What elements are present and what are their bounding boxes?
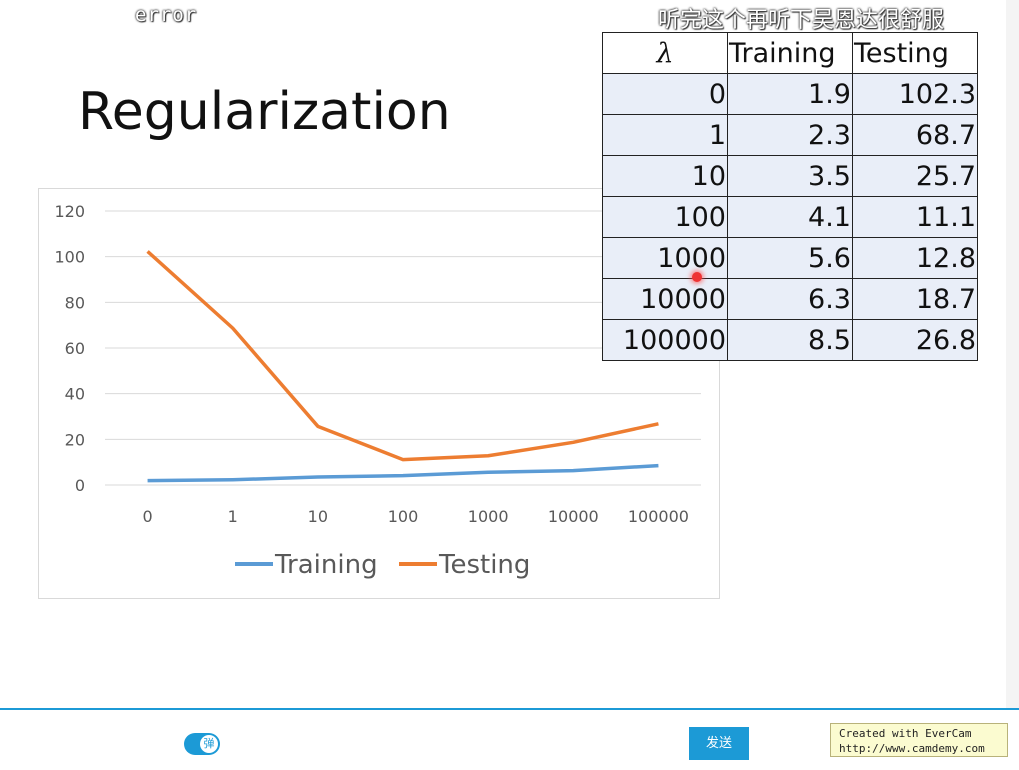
table-row: 1000 5.6 12.8 — [602, 237, 978, 279]
laser-pointer — [692, 272, 702, 282]
cell-testing: 11.1 — [852, 196, 978, 238]
cell-testing: 102.3 — [852, 73, 978, 115]
cell-training: 6.3 — [727, 278, 853, 320]
cell-training: 2.3 — [727, 114, 853, 156]
table-row: 100000 8.5 26.8 — [602, 319, 978, 361]
legend-label-training: Training — [274, 550, 378, 580]
danmaku-toggle[interactable]: 弹 — [184, 733, 220, 755]
table-row: 10 3.5 25.7 — [602, 155, 978, 197]
header-testing: Testing — [852, 32, 978, 74]
table-row: 0 1.9 102.3 — [602, 73, 978, 115]
x-tick-label: 100 — [388, 507, 419, 526]
cell-lambda: 0 — [602, 73, 728, 115]
x-tick-label: 10 — [308, 507, 328, 526]
x-tick-label: 1 — [228, 507, 238, 526]
cell-lambda: 10 — [602, 155, 728, 197]
cell-lambda: 1 — [602, 114, 728, 156]
cell-lambda: 1000 — [602, 237, 728, 279]
series-line-testing — [146, 250, 659, 462]
cell-lambda: 100000 — [602, 319, 728, 361]
cell-testing: 12.8 — [852, 237, 978, 279]
y-tick-label: 40 — [65, 385, 85, 404]
legend-label-testing: Testing — [438, 550, 530, 580]
evercam-watermark: Created with EverCam http://www.camdemy.… — [830, 723, 1008, 757]
cell-testing: 25.7 — [852, 155, 978, 197]
x-tick-label: 1000 — [468, 507, 509, 526]
lambda-error-table: λ Training Testing 0 1.9 102.3 1 2.3 68.… — [602, 32, 978, 361]
cell-training: 8.5 — [727, 319, 853, 361]
cell-lambda: 100 — [602, 196, 728, 238]
cell-training: 3.5 — [727, 155, 853, 197]
table-row: 1 2.3 68.7 — [602, 114, 978, 156]
cell-training: 1.9 — [727, 73, 853, 115]
send-button[interactable]: 发送 — [689, 727, 749, 760]
danmaku-toggle-label: 弹 — [200, 735, 218, 753]
danmaku-comment: 听完这个再听下吴恩达很舒服 — [658, 8, 945, 33]
cell-testing: 68.7 — [852, 114, 978, 156]
cell-testing: 26.8 — [852, 319, 978, 361]
header-lambda: λ — [602, 32, 728, 74]
scrollbar[interactable] — [1006, 0, 1019, 708]
cell-lambda: 10000 — [602, 278, 728, 320]
y-tick-label: 100 — [54, 248, 85, 267]
x-tick-label: 100000 — [628, 507, 689, 526]
chart-svg: 0 20 40 60 80 100 120 0 1 10 100 1000 10000 100000 Tra… — [54, 202, 701, 580]
y-tick-label: 20 — [65, 430, 85, 449]
y-tick-label: 60 — [65, 339, 85, 358]
y-tick-label: 80 — [65, 293, 85, 312]
table-row: 100 4.1 11.1 — [602, 196, 978, 238]
cell-training: 5.6 — [727, 237, 853, 279]
series-line-training — [147, 463, 659, 483]
bottom-bar: 弹 发送 Created with EverCam http://www.cam… — [0, 708, 1019, 770]
header-training: Training — [727, 32, 853, 74]
x-tick-label: 0 — [142, 507, 152, 526]
cell-testing: 18.7 — [852, 278, 978, 320]
watermark-line2: http://www.camdemy.com — [839, 742, 985, 755]
table-header-row: λ Training Testing — [602, 32, 978, 74]
y-tick-label: 120 — [54, 202, 85, 221]
overlay-label: error — [135, 4, 198, 26]
slide-title: Regularization — [78, 82, 451, 142]
table-row: 10000 6.3 18.7 — [602, 278, 978, 320]
y-tick-label: 0 — [75, 476, 85, 495]
watermark-line1: Created with EverCam — [839, 727, 972, 740]
x-tick-label: 10000 — [548, 507, 599, 526]
cell-training: 4.1 — [727, 196, 853, 238]
